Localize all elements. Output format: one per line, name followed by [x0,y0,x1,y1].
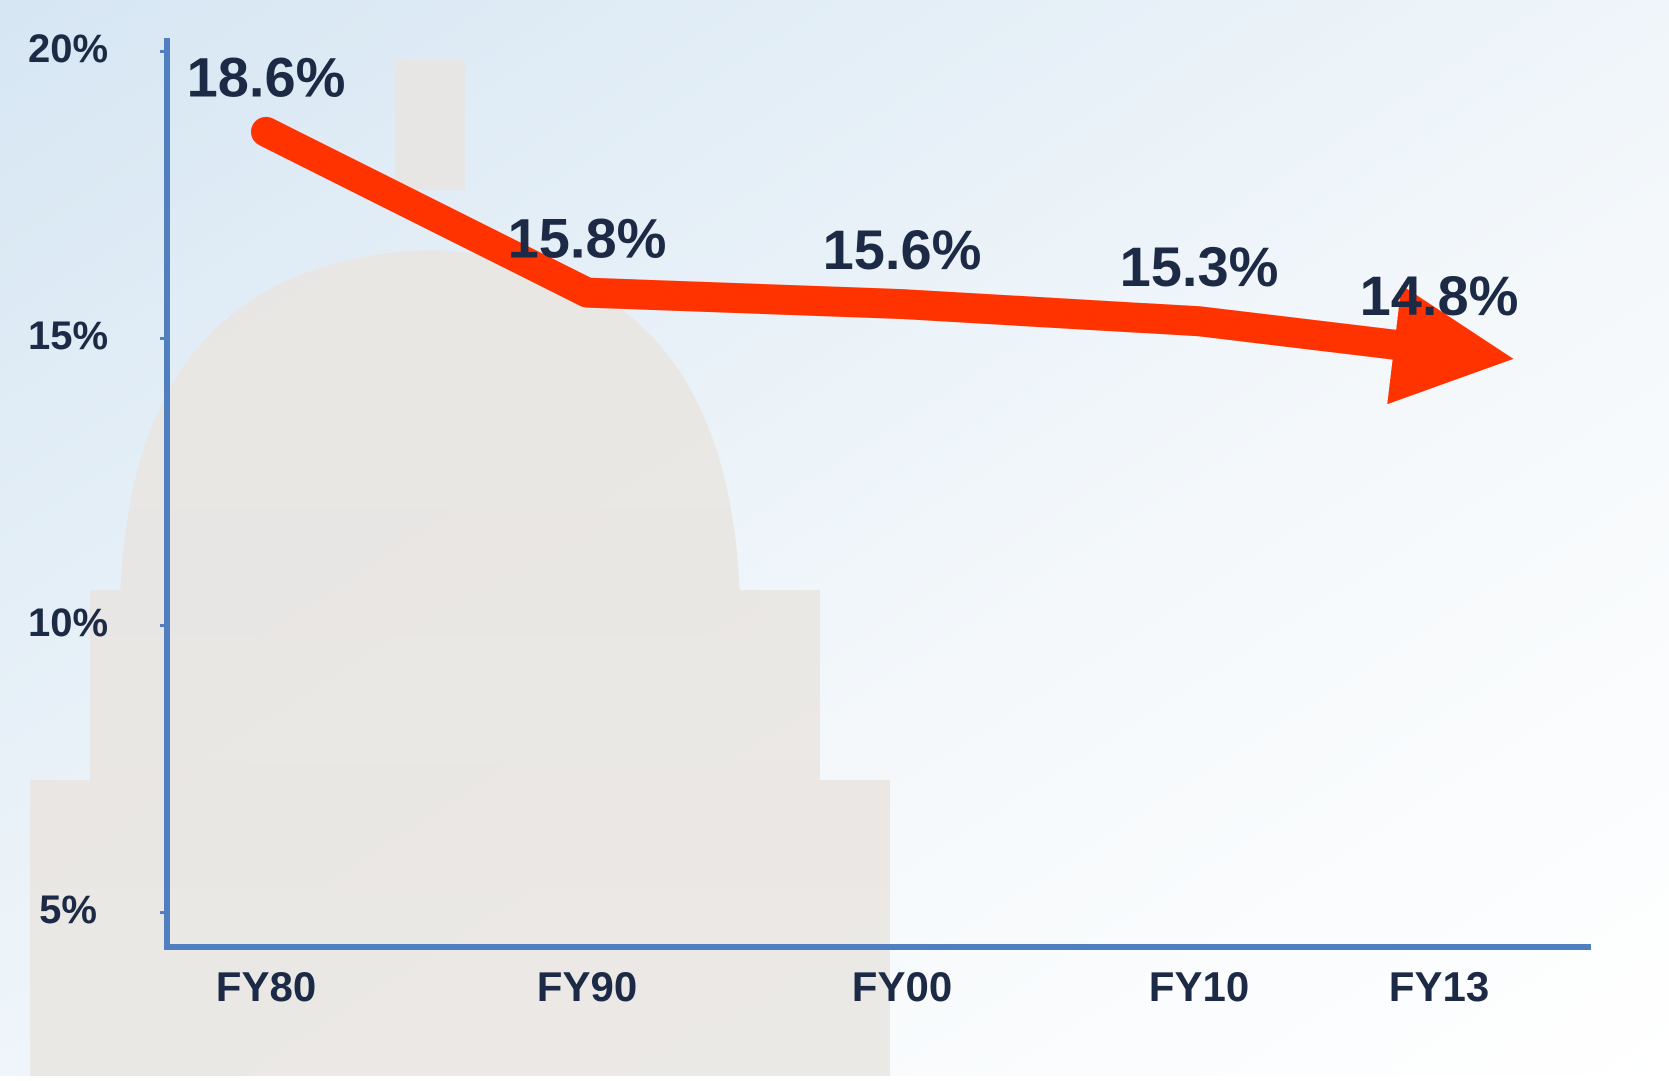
x-tick-label: FY80 [216,963,316,1010]
y-tick-label: 10% [28,601,108,645]
x-tick-label: FY00 [852,963,952,1010]
x-tick-label: FY10 [1149,963,1249,1010]
y-tick-label: 20% [28,27,108,71]
data-label: 15.6% [823,218,982,281]
trend-arrow [251,116,1514,405]
data-label: 14.8% [1360,264,1519,327]
x-tick-label: FY13 [1389,963,1489,1010]
data-label: 15.3% [1120,235,1279,298]
x-tick-label: FY90 [537,963,637,1010]
y-tick-label: 15% [28,314,108,358]
data-label: 15.8% [508,206,667,269]
y-tick-label: 5% [39,888,97,932]
data-label: 18.6% [187,46,346,109]
capitol-dome [30,60,890,1076]
